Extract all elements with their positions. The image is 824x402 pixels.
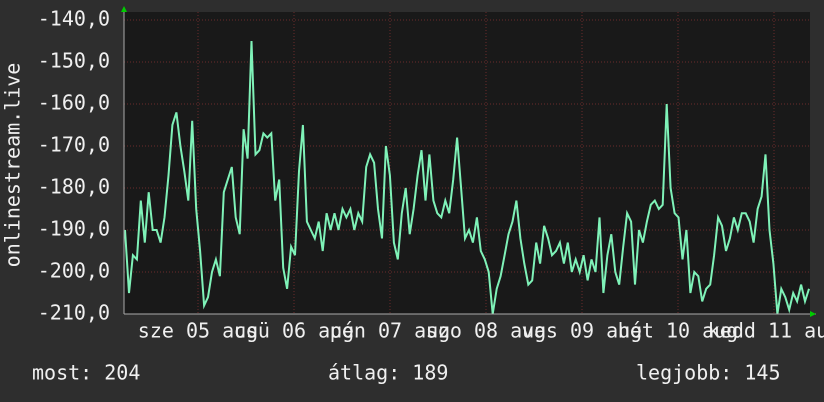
y-tick-label: -180,0 (38, 175, 110, 199)
plot-area (124, 12, 810, 314)
footer-current: most: 204 (32, 361, 140, 385)
y-tick-label: -190,0 (38, 217, 110, 241)
y-tick-label: -160,0 (38, 91, 110, 115)
x-tick-label: csü 06 aug (234, 319, 354, 343)
y-tick-label: -210,0 (38, 301, 110, 325)
y-tick-label: -140,0 (38, 7, 110, 31)
x-arrow (810, 311, 816, 317)
x-tick-label: szo 08 aug (426, 319, 546, 343)
x-tick-label: hét 10 aug (618, 319, 738, 343)
y-arrow (121, 6, 127, 12)
footer-best: legjobb: 145 (636, 361, 781, 385)
footer-average: átlag: 189 (328, 361, 448, 385)
x-tick-label: kedd 11 aug (708, 319, 824, 343)
x-tick-label: vas 09 aug (522, 319, 642, 343)
data-line (124, 40, 810, 315)
x-tick-label: pén 07 aug (330, 319, 450, 343)
y-tick-label: -200,0 (38, 259, 110, 283)
x-tick-label: sze 05 aug (138, 319, 258, 343)
y-axis-label: onlinestream.live (1, 63, 25, 268)
y-tick-label: -170,0 (38, 133, 110, 157)
y-tick-label: -150,0 (38, 49, 110, 73)
